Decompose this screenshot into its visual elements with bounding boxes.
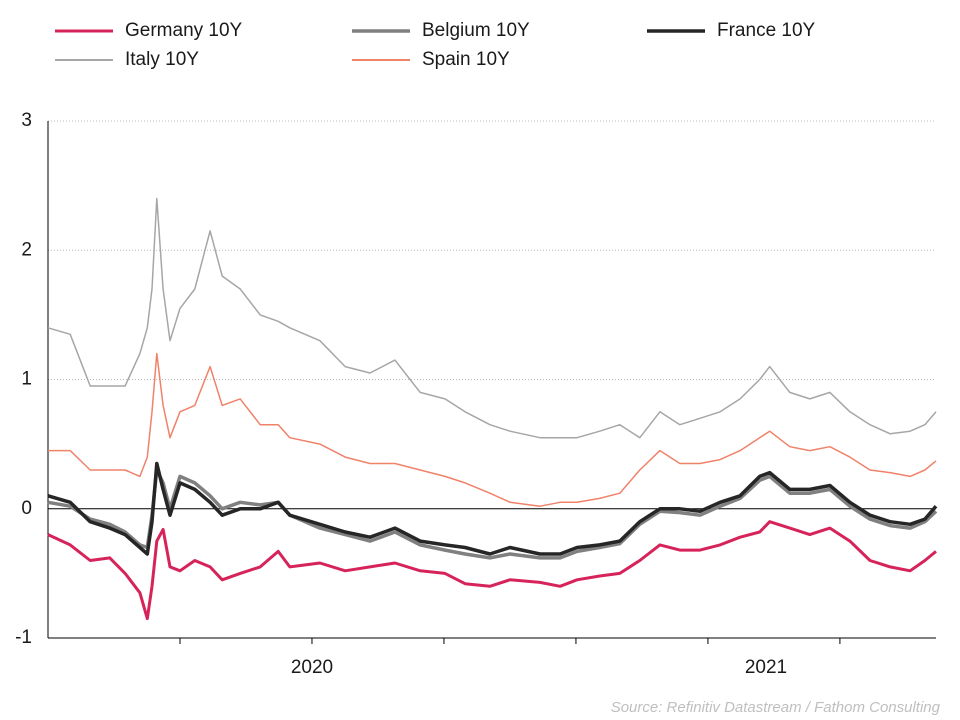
legend-label: Germany 10Y xyxy=(125,20,243,41)
series-line xyxy=(48,352,937,507)
series-line xyxy=(47,520,937,621)
legend-label: Belgium 10Y xyxy=(422,20,530,41)
y-tick-label: 0 xyxy=(21,498,32,519)
y-tick-label: 2 xyxy=(21,239,32,260)
y-tick-label: 3 xyxy=(21,110,32,131)
legend-label: France 10Y xyxy=(717,20,816,41)
y-tick-label: -1 xyxy=(15,627,32,648)
x-tick-label: 2021 xyxy=(745,657,787,678)
source-note: Source: Refinitiv Datastream / Fathom Co… xyxy=(611,699,941,716)
x-tick-label: 2020 xyxy=(291,657,333,678)
series-line xyxy=(47,197,937,439)
legend-label: Italy 10Y xyxy=(125,49,199,70)
legend-label: Spain 10Y xyxy=(422,49,510,70)
y-tick-label: 1 xyxy=(21,369,32,390)
series-line xyxy=(47,461,938,556)
